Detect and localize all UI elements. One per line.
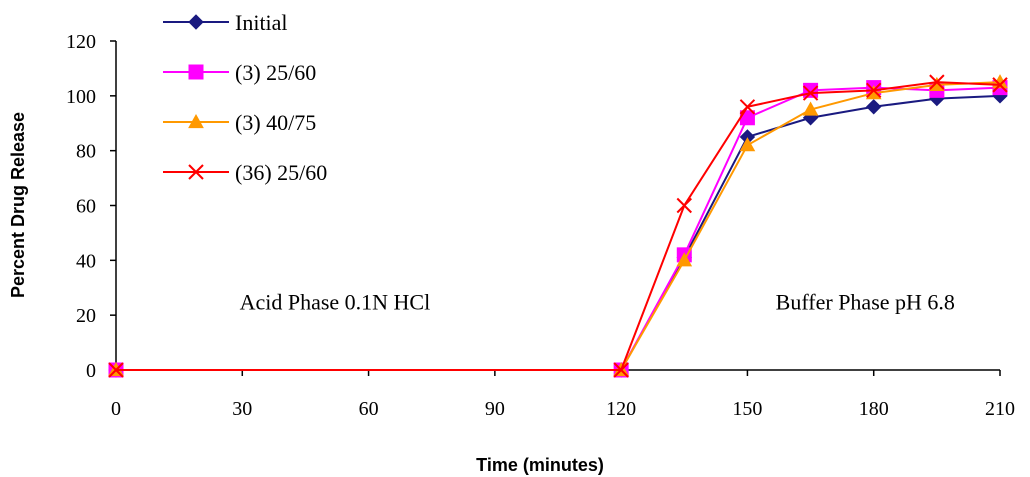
tick-labels: 0 20 40 60 80 100 120 0 30 60 90 120 150 180 210 (66, 31, 1015, 420)
y-tick-label: 40 (76, 250, 96, 272)
legend-entry: (3) 25/60 (163, 60, 316, 85)
data-point (676, 197, 692, 214)
data-point (992, 77, 1008, 93)
data-point (803, 82, 819, 98)
y-tick-label: 80 (76, 141, 96, 163)
legend-label: Initial (235, 10, 288, 35)
legend-label: (3) 25/60 (235, 60, 316, 85)
x-tick-label: 150 (732, 398, 762, 420)
data-point (613, 362, 629, 378)
annotation-1: Acid Phase 0.1N HCl (240, 289, 431, 314)
x-tick-label: 180 (859, 398, 889, 420)
legend-label: (36) 25/60 (235, 160, 327, 185)
series-line (116, 81, 1001, 371)
data-point (676, 252, 693, 267)
y-tick-label: 120 (66, 31, 96, 53)
data-point (802, 101, 819, 116)
data-point (865, 85, 882, 100)
x-tick-label: 30 (232, 398, 252, 420)
series-4 (108, 74, 1008, 378)
legend-marker (188, 64, 204, 80)
data-point (929, 76, 945, 91)
annotation-2: Buffer Phase pH 6.8 (776, 289, 955, 314)
legend-marker (188, 113, 204, 129)
data-point (866, 99, 882, 115)
legend-entry: (36) 25/60 (163, 160, 327, 185)
y-tick-label: 0 (86, 360, 96, 382)
data-point (929, 74, 945, 90)
series-line (116, 94, 1001, 371)
y-tick-label: 100 (66, 86, 96, 108)
x-tick-label: 60 (359, 398, 379, 420)
series-line (116, 81, 1001, 371)
y-tick-label: 60 (76, 196, 96, 218)
y-axis-title: Percent Drug Release (8, 112, 28, 298)
x-tick-label: 90 (485, 398, 505, 420)
data-point (739, 137, 756, 152)
data-point (866, 82, 882, 99)
series-group (108, 74, 1008, 378)
x-axis-title: Time (minutes) (476, 455, 604, 475)
x-tick-label: 210 (985, 398, 1015, 420)
annotations: Acid Phase 0.1N HCl Buffer Phase pH 6.8 (240, 289, 955, 314)
data-point (108, 362, 124, 378)
legend: Initial (3) 25/60 (3) 40/75 (36) 25/60 (163, 10, 327, 185)
legend-marker (188, 14, 204, 30)
legend-label: (3) 40/75 (235, 110, 316, 135)
x-tick-label: 0 (111, 398, 121, 420)
data-point (802, 85, 819, 101)
legend-entry: (3) 40/75 (163, 110, 316, 135)
data-point (739, 99, 756, 115)
x-tick-label: 120 (606, 398, 636, 420)
legend-entry: Initial (163, 10, 288, 35)
y-tick-label: 20 (76, 305, 96, 327)
legend-marker (188, 164, 204, 180)
